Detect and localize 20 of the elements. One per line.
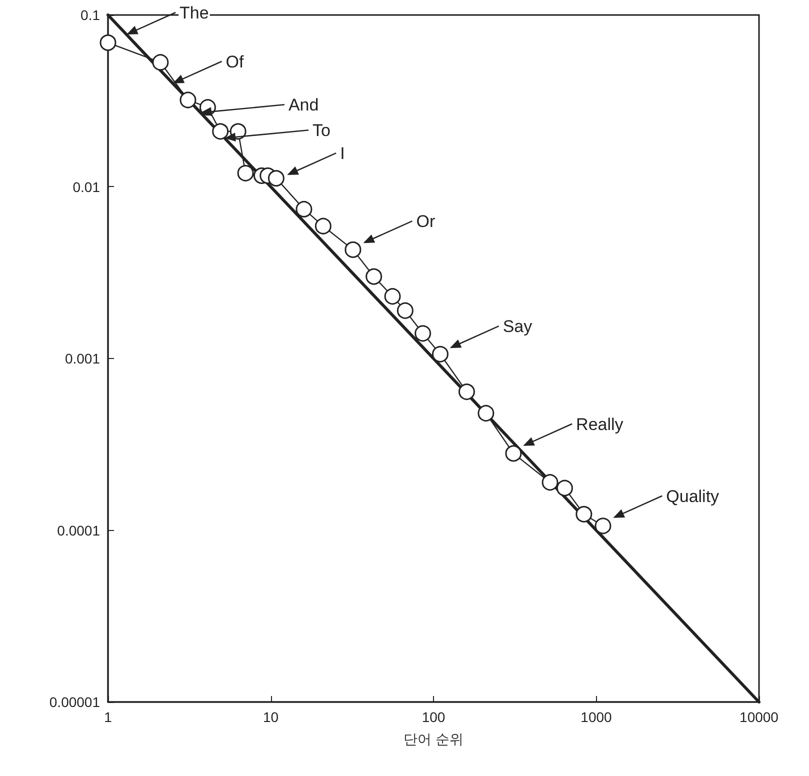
annotation: Of (226, 52, 244, 72)
annotation: The (180, 3, 209, 22)
annotation: Or (416, 212, 436, 232)
annotation: And (288, 96, 319, 115)
x-tick-label: 10 (262, 709, 279, 725)
x-axis-title: 단어 순위 (404, 731, 464, 747)
annotation: To (312, 121, 330, 140)
x-tick-label: 1 (104, 709, 112, 725)
annotation: I (340, 144, 345, 164)
x-tick-label: 100 (422, 709, 446, 725)
annotation: Quality (666, 486, 720, 506)
y-tick-label: 0.001 (64, 350, 100, 366)
annotation: Say (502, 317, 533, 336)
y-tick-label: 0.01 (72, 178, 100, 195)
y-tick-label: 0.1 (80, 7, 100, 23)
x-tick-label: 10000 (740, 709, 779, 725)
y-tick-label: 0.00001 (49, 694, 100, 710)
x-tick-label: 1000 (580, 709, 612, 725)
y-tick-label: 0.0001 (57, 522, 100, 538)
annotation: Really (576, 414, 624, 434)
